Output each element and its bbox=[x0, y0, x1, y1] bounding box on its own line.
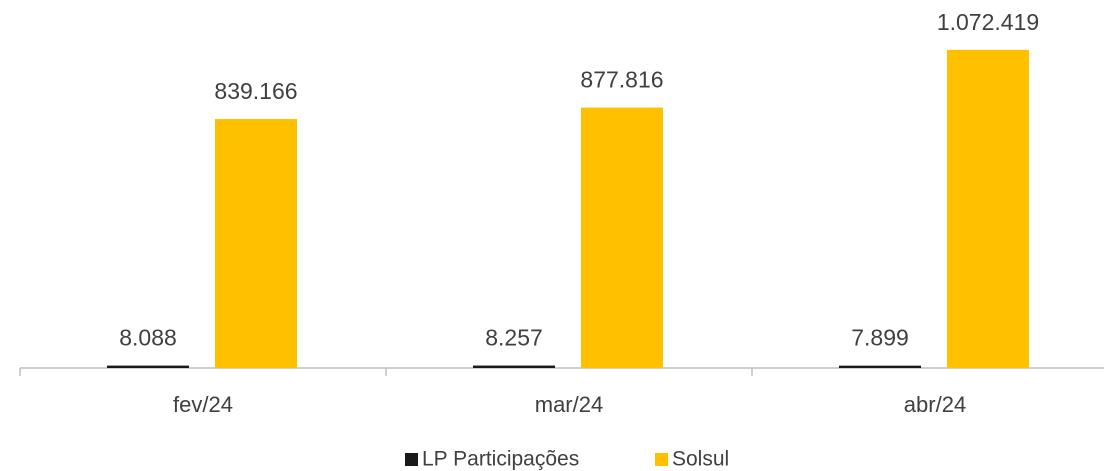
data-label: 1.072.419 bbox=[937, 9, 1039, 35]
data-label: 8.088 bbox=[119, 325, 177, 351]
legend-label: Solsul bbox=[672, 448, 729, 471]
legend-swatch bbox=[405, 453, 418, 466]
bar bbox=[107, 365, 189, 368]
data-label: 7.899 bbox=[851, 325, 909, 351]
bar bbox=[473, 365, 555, 368]
x-tick-label: fev/24 bbox=[173, 392, 233, 417]
bar bbox=[581, 107, 663, 369]
x-tick-label: abr/24 bbox=[904, 392, 966, 417]
data-label: 839.166 bbox=[214, 78, 297, 104]
data-label: 877.816 bbox=[580, 67, 663, 93]
x-tick-label: mar/24 bbox=[535, 392, 603, 417]
bar bbox=[947, 49, 1029, 368]
bar bbox=[215, 119, 297, 368]
bar bbox=[839, 365, 921, 368]
data-label: 8.257 bbox=[485, 325, 543, 351]
legend-label: LP Participações bbox=[422, 448, 579, 471]
legend-swatch bbox=[655, 453, 668, 466]
